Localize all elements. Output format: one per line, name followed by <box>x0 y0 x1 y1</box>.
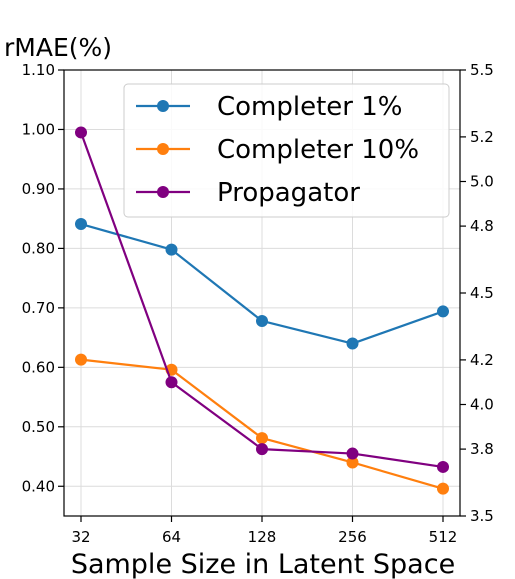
y-tick-label: 0.80 <box>22 239 55 257</box>
y2-tick-label: 3.5 <box>470 507 494 525</box>
y-tick-label: 0.60 <box>22 358 55 376</box>
data-point <box>75 126 87 138</box>
legend-marker <box>157 186 169 198</box>
x-tick-label: 256 <box>338 528 367 546</box>
y-tick-label: 0.50 <box>22 418 55 436</box>
legend-label: Completer 1% <box>217 92 403 122</box>
x-tick-label: 64 <box>162 528 181 546</box>
data-point <box>437 483 449 495</box>
y-tick-label: 0.40 <box>22 477 55 495</box>
data-point <box>256 315 268 327</box>
legend: Completer 1% Completer 10% Propagator <box>124 84 449 217</box>
data-point <box>75 354 87 366</box>
y2-tick-label: 5.0 <box>470 173 494 191</box>
y2-tick-label: 4.8 <box>470 217 494 235</box>
y2-tick-label: 5.2 <box>470 128 494 146</box>
x-tick-label: 128 <box>248 528 277 546</box>
y-tick-label: 0.70 <box>22 299 55 317</box>
data-point <box>256 432 268 444</box>
x-tick-label: 512 <box>429 528 458 546</box>
data-point <box>437 305 449 317</box>
data-point <box>347 448 359 460</box>
legend-marker <box>157 100 169 112</box>
legend-label: Completer 10% <box>217 135 419 165</box>
data-point <box>166 244 178 256</box>
data-point <box>347 338 359 350</box>
data-point <box>437 461 449 473</box>
y2-tick-label: 3.8 <box>470 440 494 458</box>
y-tick-label: 1.10 <box>22 61 55 79</box>
data-point <box>75 218 87 230</box>
y-tick-label: 0.90 <box>22 180 55 198</box>
legend-label: Propagator <box>217 178 360 208</box>
y2-tick-label: 4.0 <box>470 396 494 414</box>
y2-tick-label: 4.2 <box>470 351 494 369</box>
legend-marker <box>157 143 169 155</box>
y2-tick-label: 4.5 <box>470 284 494 302</box>
data-point <box>256 443 268 455</box>
y-tick-label: 1.00 <box>22 120 55 138</box>
data-point <box>166 376 178 388</box>
y2-tick-label: 5.5 <box>470 61 494 79</box>
y-axis-title: rMAE(%) <box>4 33 112 62</box>
x-tick-label: 32 <box>71 528 90 546</box>
x-axis-title: Sample Size in Latent Space <box>71 549 455 579</box>
